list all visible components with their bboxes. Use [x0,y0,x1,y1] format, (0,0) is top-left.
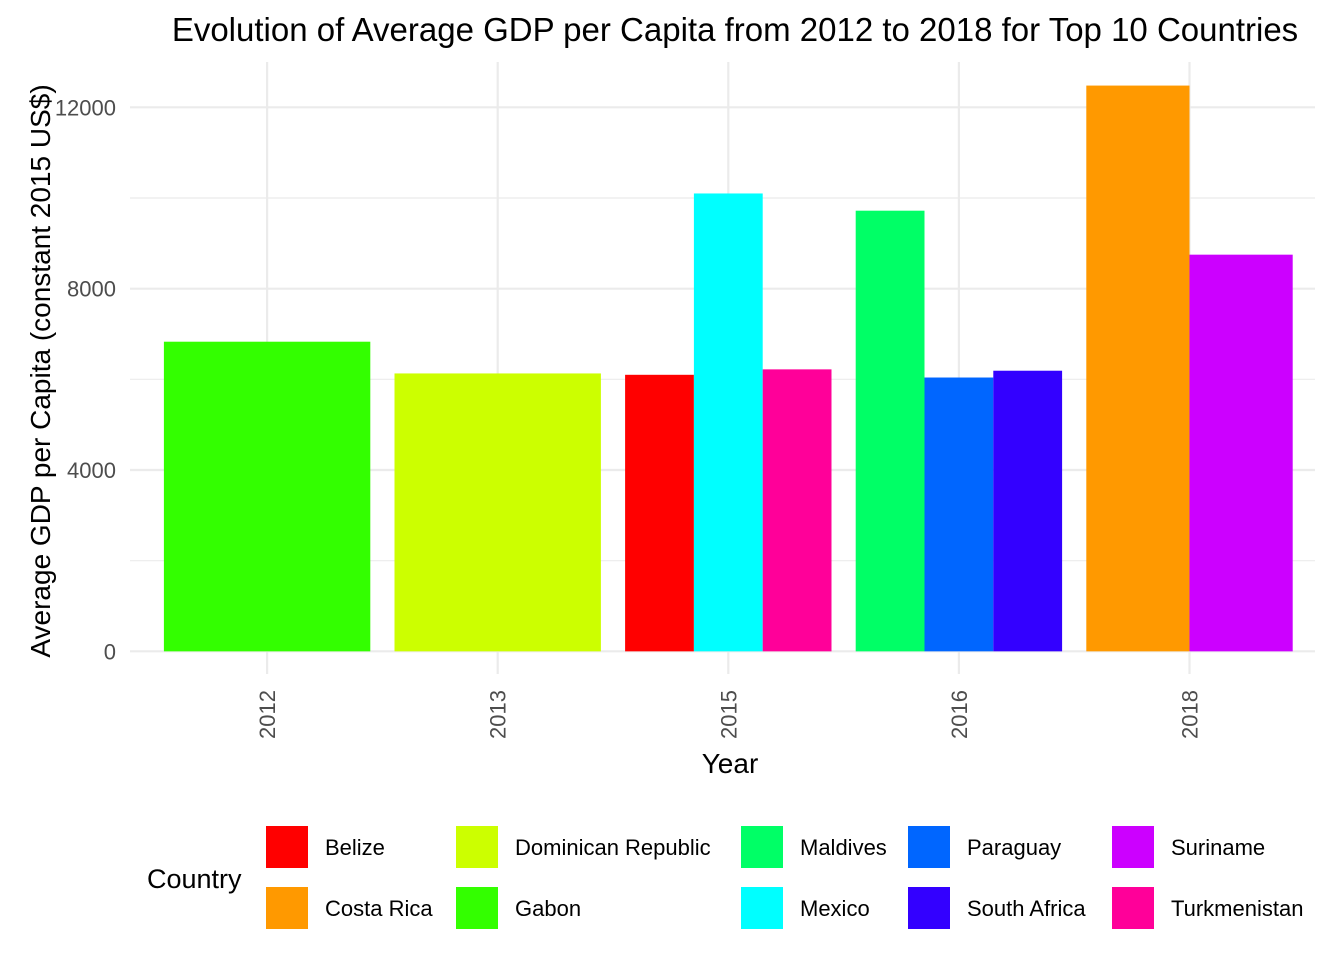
legend-swatch [266,887,308,929]
y-tick-label: 12000 [55,95,116,120]
bar [1189,254,1293,652]
bar [762,369,832,652]
legend-swatch [741,826,783,868]
legend-swatch [266,826,308,868]
x-tick-label: 2016 [947,690,972,739]
x-axis-title: Year [702,748,759,779]
y-tick-label: 0 [104,639,116,664]
bar [855,210,925,652]
legend-label: Dominican Republic [515,835,711,860]
legend: Country Belize Costa Rica Dominican Republ… [147,826,1303,929]
bar [1086,85,1190,652]
legend-label: Maldives [800,835,887,860]
legend-swatch [741,887,783,929]
bar [693,193,763,652]
legend-label: South Africa [967,896,1086,921]
legend-label: Gabon [515,896,581,921]
x-tick-label: 2012 [255,690,280,739]
y-axis-title: Average GDP per Capita (constant 2015 US… [25,84,56,657]
y-tick-label: 8000 [67,277,116,302]
bar [163,341,371,652]
legend-swatch [908,887,950,929]
x-tick-label: 2015 [716,690,741,739]
legend-title: Country [147,864,242,894]
legend-label: Costa Rica [325,896,433,921]
x-tick-label: 2018 [1178,690,1203,739]
bar [924,377,994,652]
legend-swatch [1112,826,1154,868]
chart-title: Evolution of Average GDP per Capita from… [172,11,1298,48]
legend-label: Paraguay [967,835,1061,860]
legend-label: Suriname [1171,835,1265,860]
legend-label: Mexico [800,896,870,921]
legend-swatch [908,826,950,868]
axes: 0 4000 8000 12000 2012 2013 2015 2016 2018 [55,95,1203,739]
legend-label: Belize [325,835,385,860]
legend-swatch [456,826,498,868]
legend-swatch [1112,887,1154,929]
legend-label: Turkmenistan [1171,896,1303,921]
y-tick-label: 4000 [67,458,116,483]
bar [394,373,601,652]
x-tick-label: 2013 [486,690,511,739]
bars [163,85,1293,652]
bar [993,370,1063,652]
bar [625,374,694,652]
legend-swatch [456,887,498,929]
